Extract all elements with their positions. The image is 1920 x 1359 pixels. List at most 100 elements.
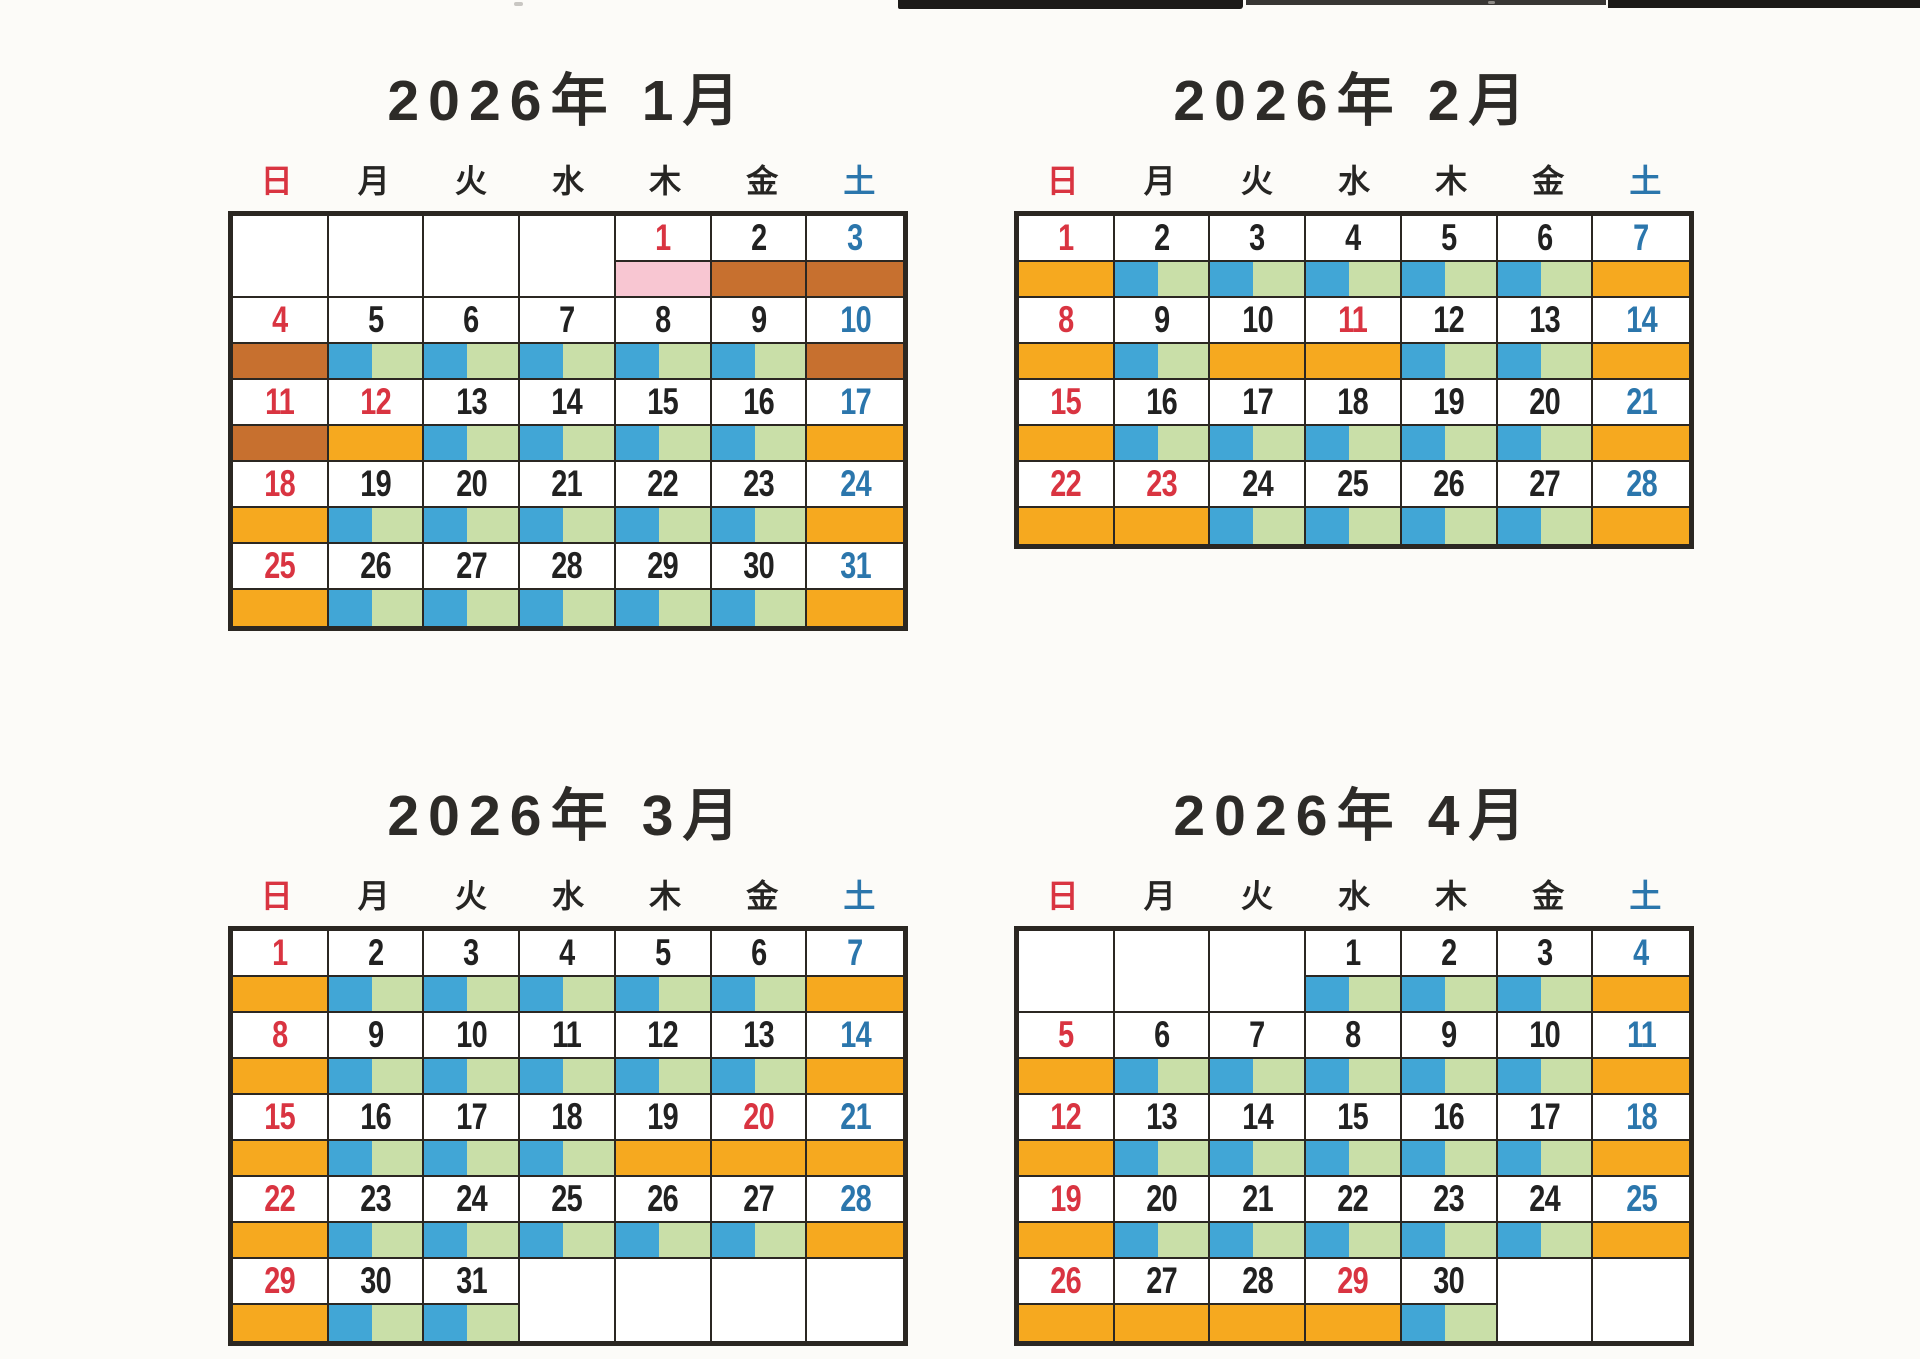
day-cell-12: 12 (615, 1013, 712, 1059)
day-cell-18: 18 (233, 462, 329, 508)
schedule-band-closed (1593, 344, 1689, 380)
schedule-band-open (1114, 1223, 1211, 1259)
day-cell-30: 30 (328, 1259, 425, 1305)
day-number: 20 (456, 463, 487, 504)
day-number: 5 (1441, 217, 1457, 258)
day-cell-23: 23 (328, 1177, 425, 1223)
weekday-label-火: 火 (1240, 163, 1273, 199)
weekday-header-row: 日月火水木金土 (1014, 870, 1694, 918)
weekday-label-月: 月 (1143, 163, 1176, 199)
calendar-grid: 1 2 3 4 5 6 7 8 9 10 11 12 13 14 15 16 17 18 19 20 21 22 23 24 2… (1014, 926, 1694, 1346)
weekday-label-水: 水 (1337, 163, 1370, 199)
schedule-band-open (1306, 426, 1402, 462)
day-cell-10: 10 (1210, 298, 1307, 344)
schedule-band-open (1306, 1059, 1402, 1095)
day-cell-9: 9 (1114, 298, 1211, 344)
day-number: 14 (1625, 299, 1657, 340)
schedule-band-open (1401, 1305, 1498, 1341)
schedule-band-open (1401, 1059, 1498, 1095)
day-number: 29 (647, 545, 678, 586)
day-number: 17 (1242, 381, 1273, 422)
day-cell-7: 7 (807, 931, 903, 977)
day-number: 7 (1249, 1014, 1266, 1055)
schedule-band-open (424, 1059, 521, 1095)
weekday-label-金: 金 (1532, 878, 1565, 914)
schedule-band-open (1306, 508, 1402, 544)
schedule-band-open (1401, 426, 1498, 462)
day-number: 18 (1625, 1096, 1657, 1137)
schedule-band-open (1210, 1223, 1307, 1259)
day-number: 2 (367, 932, 384, 973)
day-number: 31 (456, 1260, 487, 1301)
day-cell-22: 22 (1306, 1177, 1402, 1223)
empty-cell (328, 216, 425, 298)
day-number: 10 (1529, 1014, 1560, 1055)
schedule-band-closed (1593, 426, 1689, 462)
schedule-band-open (1497, 426, 1594, 462)
day-cell-16: 16 (1114, 380, 1211, 426)
day-cell-28: 28 (520, 544, 616, 590)
empty-cell (1114, 931, 1211, 1013)
day-number: 8 (272, 1014, 288, 1055)
day-cell-5: 5 (615, 931, 712, 977)
day-number: 25 (1625, 1178, 1657, 1219)
day-cell-27: 27 (1114, 1259, 1211, 1305)
day-cell-19: 19 (1019, 1177, 1115, 1223)
day-number: 24 (1242, 463, 1273, 504)
schedule-band-open (1497, 977, 1594, 1013)
day-number: 1 (272, 932, 288, 973)
weekday-label-金: 金 (1532, 163, 1565, 199)
day-number: 28 (551, 545, 583, 586)
day-number: 11 (265, 381, 295, 422)
day-number: 12 (1050, 1096, 1082, 1137)
day-cell-13: 13 (424, 380, 521, 426)
weekday-label-火: 火 (1240, 878, 1273, 914)
day-number: 23 (743, 463, 774, 504)
schedule-band-closed (233, 1141, 329, 1177)
schedule-band-closed (1593, 977, 1689, 1013)
day-cell-1: 1 (233, 931, 329, 977)
day-cell-10: 10 (1497, 1013, 1594, 1059)
day-number: 10 (456, 1014, 487, 1055)
day-cell-19: 19 (328, 462, 425, 508)
day-number: 9 (1441, 1014, 1457, 1055)
day-number: 16 (1433, 1096, 1464, 1137)
weekday-label-土: 土 (843, 878, 876, 914)
day-cell-13: 13 (1497, 298, 1594, 344)
day-cell-14: 14 (520, 380, 616, 426)
day-cell-26: 26 (1019, 1259, 1115, 1305)
day-number: 12 (1433, 299, 1464, 340)
day-number: 29 (1337, 1260, 1369, 1301)
day-cell-22: 22 (1019, 462, 1115, 508)
schedule-band-open (328, 508, 425, 544)
day-cell-17: 17 (1497, 1095, 1594, 1141)
day-number: 25 (551, 1178, 583, 1219)
empty-cell (1593, 1259, 1689, 1341)
day-cell-27: 27 (711, 1177, 808, 1223)
day-cell-28: 28 (807, 1177, 903, 1223)
empty-cell (1210, 931, 1307, 1013)
day-cell-27: 27 (424, 544, 521, 590)
schedule-band-open (520, 1141, 616, 1177)
day-cell-6: 6 (711, 931, 808, 977)
schedule-band-closed (328, 426, 425, 462)
day-cell-15: 15 (1019, 380, 1115, 426)
schedule-band-closed (233, 1305, 329, 1341)
day-cell-26: 26 (1401, 462, 1498, 508)
day-number: 1 (1345, 932, 1361, 973)
weekday-label-木: 木 (649, 163, 682, 199)
day-cell-5: 5 (1401, 216, 1498, 262)
schedule-band-holiday (807, 262, 903, 298)
day-cell-18: 18 (520, 1095, 616, 1141)
day-cell-17: 17 (807, 380, 903, 426)
day-cell-7: 7 (520, 298, 616, 344)
day-cell-25: 25 (1306, 462, 1402, 508)
day-cell-2: 2 (1401, 931, 1498, 977)
schedule-band-open (328, 1141, 425, 1177)
schedule-band-open (1210, 1059, 1307, 1095)
schedule-band-closed (1114, 508, 1211, 544)
day-cell-8: 8 (1306, 1013, 1402, 1059)
day-number: 19 (647, 1096, 678, 1137)
day-cell-24: 24 (1497, 1177, 1594, 1223)
weekday-label-日: 日 (260, 163, 293, 199)
